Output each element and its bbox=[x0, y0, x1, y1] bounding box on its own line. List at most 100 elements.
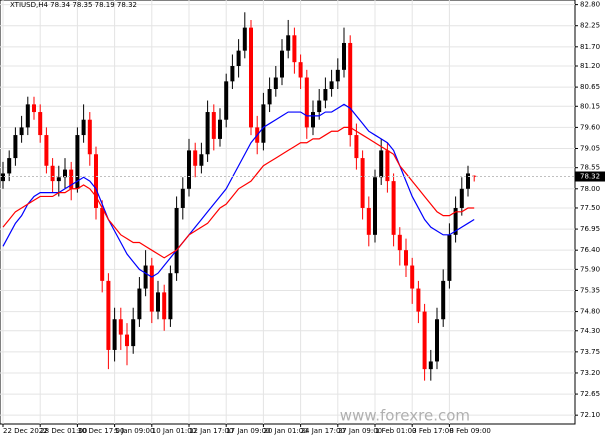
candle-body bbox=[156, 292, 160, 312]
candle-body bbox=[193, 150, 198, 166]
candle-body bbox=[435, 319, 439, 362]
y-tick-label: 75.35 bbox=[580, 286, 600, 294]
candle-body bbox=[19, 127, 24, 136]
candle-body bbox=[230, 65, 235, 82]
candle-body bbox=[453, 207, 458, 235]
x-tick-label: 24 Jan 17:00 bbox=[301, 427, 345, 435]
last-price-label: 78.32 bbox=[580, 173, 600, 181]
y-tick-label: 80.15 bbox=[580, 102, 600, 110]
x-tick-label: 12 Jan 17:00 bbox=[189, 427, 233, 435]
candle-body bbox=[180, 188, 185, 208]
candle-body bbox=[466, 173, 470, 189]
candle-body bbox=[218, 119, 222, 139]
moving-average bbox=[2, 103, 475, 278]
candle-body bbox=[441, 280, 446, 320]
x-tick-label: 22 Dec 2022 bbox=[3, 427, 48, 435]
candle-body bbox=[56, 177, 61, 182]
candle-body bbox=[81, 119, 86, 136]
y-tick-label: 80.65 bbox=[580, 83, 600, 91]
plot-frame bbox=[0, 0, 576, 425]
y-tick-label: 77.50 bbox=[580, 204, 600, 212]
candle-body bbox=[87, 119, 92, 155]
candle-body bbox=[38, 112, 43, 136]
candle-body bbox=[298, 62, 303, 78]
x-tick-label: 3 Feb 17:00 bbox=[412, 427, 453, 435]
candle-body bbox=[261, 104, 266, 143]
candle-body bbox=[125, 334, 129, 347]
candle-body bbox=[428, 361, 433, 370]
y-tick-label: 78.00 bbox=[580, 185, 600, 193]
candle-body bbox=[174, 207, 179, 274]
y-tick-label: 78.55 bbox=[580, 164, 600, 172]
y-tick-label: 81.70 bbox=[580, 43, 600, 51]
watermark: www.forexre.com bbox=[340, 407, 470, 425]
x-tick-label: 1 Feb 01:00 bbox=[375, 427, 416, 435]
y-tick-label: 81.20 bbox=[580, 62, 600, 70]
candle-body bbox=[106, 280, 111, 350]
candle-body bbox=[149, 265, 154, 312]
candle-body bbox=[354, 135, 359, 159]
candle-body bbox=[242, 27, 247, 51]
x-tick-label: 27 Jan 09:00 bbox=[338, 427, 382, 435]
candle-body bbox=[137, 288, 142, 320]
candle-body bbox=[63, 169, 67, 178]
candle-body bbox=[112, 319, 117, 350]
candle-body bbox=[404, 250, 408, 266]
candle-body bbox=[1, 173, 5, 182]
candle-body bbox=[323, 89, 328, 101]
candle-body bbox=[311, 112, 315, 128]
candle-body bbox=[13, 135, 18, 159]
candle-body bbox=[199, 154, 204, 166]
candle-body bbox=[342, 42, 346, 70]
candle-body bbox=[205, 112, 210, 155]
y-tick-label: 73.20 bbox=[580, 369, 600, 377]
candle-body bbox=[335, 69, 340, 82]
candle-body bbox=[25, 104, 30, 128]
candle-body bbox=[162, 292, 167, 320]
x-tick-label: 10 Jan 01:00 bbox=[152, 427, 196, 435]
y-tick-label: 76.40 bbox=[580, 246, 600, 254]
candle-body bbox=[422, 311, 427, 370]
y-tick-label: 74.30 bbox=[580, 327, 600, 335]
y-tick-label: 79.05 bbox=[580, 144, 600, 152]
y-tick-label: 75.90 bbox=[580, 265, 600, 273]
x-tick-label: 30 Dec 17:00 bbox=[77, 427, 124, 435]
candle-body bbox=[249, 27, 253, 128]
x-tick-label: 5 Jan 09:00 bbox=[115, 427, 155, 435]
candle-body bbox=[32, 104, 36, 113]
candle-body bbox=[385, 150, 390, 182]
candle-body bbox=[211, 112, 216, 139]
x-tick-label: 8 Feb 09:00 bbox=[449, 427, 490, 435]
candle-body bbox=[292, 35, 297, 63]
y-tick-label: 74.80 bbox=[580, 308, 600, 316]
y-tick-label: 76.95 bbox=[580, 225, 600, 233]
candle-body bbox=[131, 319, 136, 347]
candle-body bbox=[236, 50, 241, 66]
y-tick-label: 82.80 bbox=[580, 1, 600, 9]
y-tick-label: 72.65 bbox=[580, 390, 600, 398]
candle-body bbox=[304, 77, 309, 128]
candle-body bbox=[329, 81, 334, 90]
candle-body bbox=[118, 319, 123, 335]
candle-body bbox=[50, 165, 55, 182]
candle-body bbox=[94, 154, 98, 208]
candle-body bbox=[373, 177, 377, 235]
candle-body bbox=[459, 188, 464, 208]
candle-body bbox=[348, 42, 353, 136]
candle-body bbox=[379, 150, 384, 178]
candle-body bbox=[317, 100, 322, 113]
y-tick-label: 79.60 bbox=[580, 123, 600, 131]
candle-body bbox=[100, 207, 105, 281]
candle-body bbox=[366, 207, 371, 235]
y-tick-label: 73.75 bbox=[580, 348, 600, 356]
candle-body bbox=[286, 35, 291, 51]
candle-body bbox=[416, 288, 421, 312]
candle-body bbox=[397, 234, 402, 251]
moving-average bbox=[2, 126, 475, 259]
candle-body bbox=[168, 273, 173, 320]
candle-body bbox=[44, 135, 49, 166]
last-price-box bbox=[575, 171, 605, 182]
candle-body bbox=[224, 81, 229, 120]
x-tick-label: 20 Jan 01:00 bbox=[263, 427, 307, 435]
